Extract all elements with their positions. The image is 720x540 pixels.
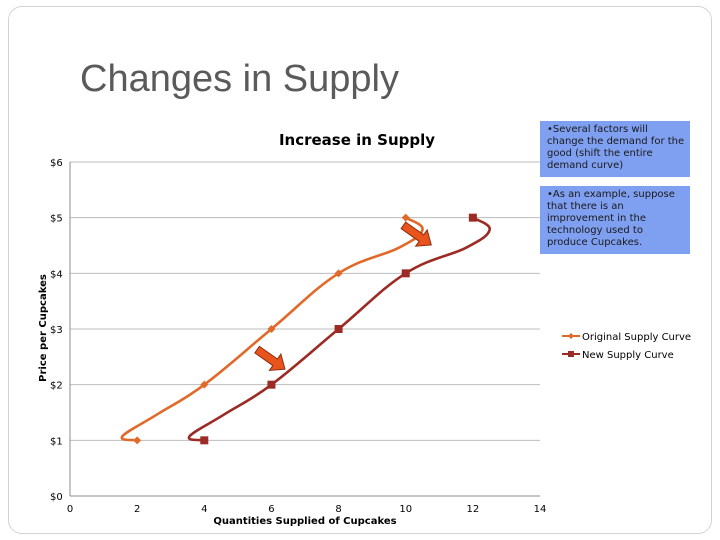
y-tick-label: $2 xyxy=(50,381,63,392)
data-point xyxy=(401,213,410,222)
x-axis-title: Quantities Supplied of Cupcakes xyxy=(213,516,396,527)
data-point xyxy=(334,325,343,333)
data-point xyxy=(133,436,142,445)
x-tick-label: 4 xyxy=(201,504,207,515)
legend-marker xyxy=(568,351,574,357)
y-tick-label: $6 xyxy=(50,158,63,169)
slide-frame xyxy=(8,6,712,534)
data-point xyxy=(200,380,209,389)
y-tick-label: $5 xyxy=(50,214,63,225)
y-tick-label: $1 xyxy=(50,436,63,447)
x-tick-label: 8 xyxy=(335,504,341,515)
legend-marker xyxy=(568,333,574,339)
legend-label: Original Supply Curve xyxy=(582,332,691,343)
legend-label: New Supply Curve xyxy=(582,350,674,361)
data-point xyxy=(468,213,477,222)
data-point xyxy=(267,380,276,389)
shift-right-arrow-icon xyxy=(400,221,432,247)
data-point xyxy=(200,436,209,445)
data-point xyxy=(334,269,343,278)
y-tick-label: $4 xyxy=(50,269,63,280)
x-tick-label: 12 xyxy=(466,504,479,515)
data-point xyxy=(401,269,410,278)
x-tick-label: 2 xyxy=(134,504,140,515)
x-tick-label: 14 xyxy=(534,504,547,515)
x-tick-label: 10 xyxy=(399,504,412,515)
note-box-factors: •Several factors will change the demand … xyxy=(540,121,690,177)
y-tick-label: $3 xyxy=(50,325,63,336)
note-box-example: •As an example, suppose that there is an… xyxy=(540,186,690,254)
x-tick-label: 6 xyxy=(268,504,274,515)
chart-title: Increase in Supply xyxy=(279,131,435,149)
shift-right-arrow-icon xyxy=(254,345,286,372)
data-point xyxy=(267,325,276,333)
y-axis-title: Price per Cupcakes xyxy=(38,274,49,382)
x-tick-label: 0 xyxy=(67,504,73,515)
y-tick-label: $0 xyxy=(50,492,63,503)
slide-title: Changes in Supply xyxy=(80,58,399,100)
